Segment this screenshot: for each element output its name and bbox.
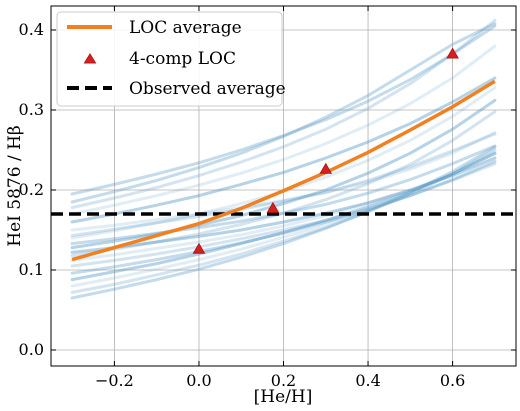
model-line [70, 18, 497, 210]
x-tick-label: 0.2 [271, 371, 296, 390]
model-line [70, 145, 497, 300]
y-axis-title: HeI 5876 / Hβ [5, 125, 25, 246]
model-line [70, 24, 497, 196]
loc-4comp-point [319, 162, 333, 174]
model-line [70, 151, 497, 282]
legend-swatch-4comp-loc [83, 53, 97, 64]
model-line [70, 76, 497, 224]
legend-label-loc-average: LOC average [129, 18, 242, 38]
y-tick-label: 0.0 [19, 340, 44, 359]
model-line [70, 110, 497, 258]
model-line [70, 44, 497, 216]
x-tick-label: 0.4 [355, 371, 380, 390]
grid [51, 6, 516, 366]
legend-label-observed-average: Observed average [129, 79, 286, 99]
model-line [70, 152, 497, 262]
legend: LOC average 4-comp LOC Observed average [56, 11, 286, 107]
model-line [70, 132, 497, 238]
loc-4comp-point [266, 201, 280, 213]
loc-4comp-point [192, 242, 206, 254]
model-line [70, 147, 497, 294]
x-axis-title: [He/H] [254, 387, 313, 407]
model-line [70, 159, 497, 275]
y-tick-label: 0.2 [19, 180, 44, 199]
model-line [70, 162, 497, 268]
model-line [70, 130, 497, 232]
y-tick-label: 0.3 [19, 100, 44, 119]
model-lines [70, 18, 497, 300]
main-series [51, 47, 516, 262]
loc-average-line [71, 79, 496, 262]
x-tick-label: −0.2 [95, 371, 134, 390]
legend-label-4comp-loc: 4-comp LOC [129, 49, 236, 69]
y-tick-label: 0.4 [19, 20, 44, 39]
model-line [70, 150, 497, 288]
legend-box [56, 11, 283, 107]
ticks: −0.2 0.0 0.2 0.4 0.6 0.0 0.1 0.2 0.3 0.4 [19, 6, 516, 390]
plot-area: −0.2 0.0 0.2 0.4 0.6 0.0 0.1 0.2 0.3 0.4 [19, 5, 517, 390]
model-line [70, 156, 497, 254]
y-tick-label: 0.1 [19, 260, 44, 279]
loc-4comp-point [446, 47, 459, 59]
x-tick-label: 0.0 [186, 371, 211, 390]
model-line [70, 98, 497, 250]
model-line [70, 22, 497, 204]
x-tick-label: 0.6 [440, 371, 465, 390]
model-line [70, 144, 497, 246]
